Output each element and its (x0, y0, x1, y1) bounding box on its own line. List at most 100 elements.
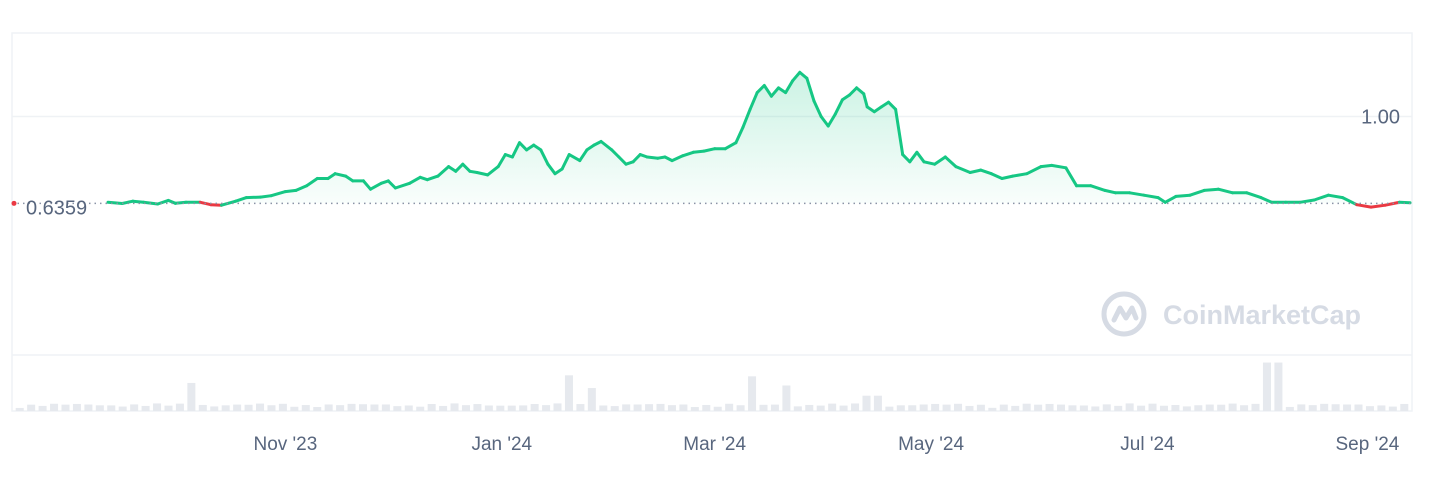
price-segment (1128, 191, 1146, 197)
price-segment (670, 154, 685, 163)
volume-bar (564, 375, 573, 411)
volume-bar (107, 405, 116, 411)
price-segment (156, 198, 170, 206)
volume-bar (61, 404, 70, 411)
volume-bar (1343, 404, 1352, 411)
price-segment (1202, 187, 1220, 192)
volume-bar (221, 405, 230, 411)
price-segment (106, 200, 124, 205)
volume-bar (278, 403, 287, 411)
volume-bar (942, 404, 951, 411)
price-segment (475, 171, 490, 177)
price-segment (361, 179, 372, 191)
price-segment (393, 181, 412, 190)
price-segment (234, 196, 248, 203)
price-segment (1064, 166, 1078, 188)
price-segment (1039, 163, 1054, 169)
volume-bar (919, 404, 928, 411)
volume-bar (153, 403, 162, 411)
price-segment (645, 155, 660, 160)
volume-bar (256, 403, 265, 411)
volume-bar (1068, 405, 1077, 411)
volume-bar (713, 406, 722, 411)
coinmarketcap-logo-icon (1101, 291, 1147, 337)
price-segment (1298, 198, 1316, 204)
watermark-text: CoinMarketCap (1163, 300, 1361, 330)
volume-bar (1114, 405, 1123, 411)
volume-bar (816, 405, 825, 411)
price-segment (259, 194, 273, 199)
volume-bar (759, 404, 768, 411)
price-segment (283, 188, 298, 194)
price-segment (1216, 187, 1235, 195)
price-segment (560, 153, 571, 171)
price-segment (546, 162, 557, 176)
price-segment (968, 168, 983, 174)
price-segment (510, 141, 521, 159)
y-axis: 1.00 (1361, 106, 1400, 128)
volume-bar (233, 404, 242, 411)
volume-bar (1228, 403, 1237, 411)
volume-bar (667, 405, 676, 411)
volume-bar (553, 403, 562, 411)
price-segment (908, 150, 919, 164)
price-segment (784, 79, 795, 95)
price-segment (567, 153, 582, 163)
volume-bar (782, 385, 791, 411)
price-segment (518, 141, 529, 152)
volume-bar (27, 404, 36, 411)
volume-bar (95, 405, 104, 411)
volume-bar (141, 405, 150, 411)
price-segment (631, 153, 642, 164)
price-segment (723, 141, 738, 151)
price-segment (901, 153, 912, 164)
price-segment (294, 184, 309, 192)
price-segment (734, 125, 745, 145)
price-segment (755, 84, 766, 95)
price-series (106, 70, 1412, 209)
volume-bar (805, 404, 814, 411)
volume-bar (1251, 403, 1260, 411)
volume-bar (1194, 405, 1203, 411)
price-segment (1089, 184, 1107, 192)
volume-bar (1148, 403, 1157, 411)
volume-bar (1388, 406, 1397, 411)
volume-bar (187, 382, 196, 411)
price-segment (826, 112, 837, 128)
volume-bar (1011, 405, 1020, 411)
price-segment (610, 148, 621, 159)
price-segment (922, 160, 937, 166)
price-segment (702, 147, 717, 153)
x-tick-label: Sep '24 (1335, 434, 1399, 455)
price-segment (269, 190, 287, 198)
volume-bar (1400, 403, 1409, 411)
volume-bar (130, 404, 139, 411)
volume-bar (38, 405, 47, 411)
volume-bar (976, 404, 985, 411)
volume-bar (461, 405, 470, 411)
volume-bar (1056, 404, 1066, 411)
volume-bar (496, 405, 505, 411)
volume-bar (439, 405, 448, 411)
price-segment (454, 162, 465, 173)
volume-bar (1274, 362, 1283, 411)
volume-bar (50, 403, 59, 411)
volume-bar (999, 404, 1008, 411)
volume-bar (72, 403, 81, 411)
price-segment (1383, 200, 1401, 207)
price-segment (209, 203, 223, 207)
volume-bar (358, 404, 368, 411)
price-segment (1369, 203, 1387, 209)
price-segment (173, 200, 188, 205)
volume-bar (1217, 404, 1226, 411)
volume-bar (347, 403, 356, 411)
price-segment (954, 165, 972, 174)
price-segment (386, 179, 397, 190)
price-segment (862, 92, 869, 109)
volume-bar (1262, 362, 1271, 411)
volume-bar (244, 404, 253, 411)
volume-bar (1297, 404, 1306, 411)
volume-bar (1285, 406, 1294, 411)
volume-bar (1045, 403, 1054, 411)
volume-bar (15, 407, 24, 411)
